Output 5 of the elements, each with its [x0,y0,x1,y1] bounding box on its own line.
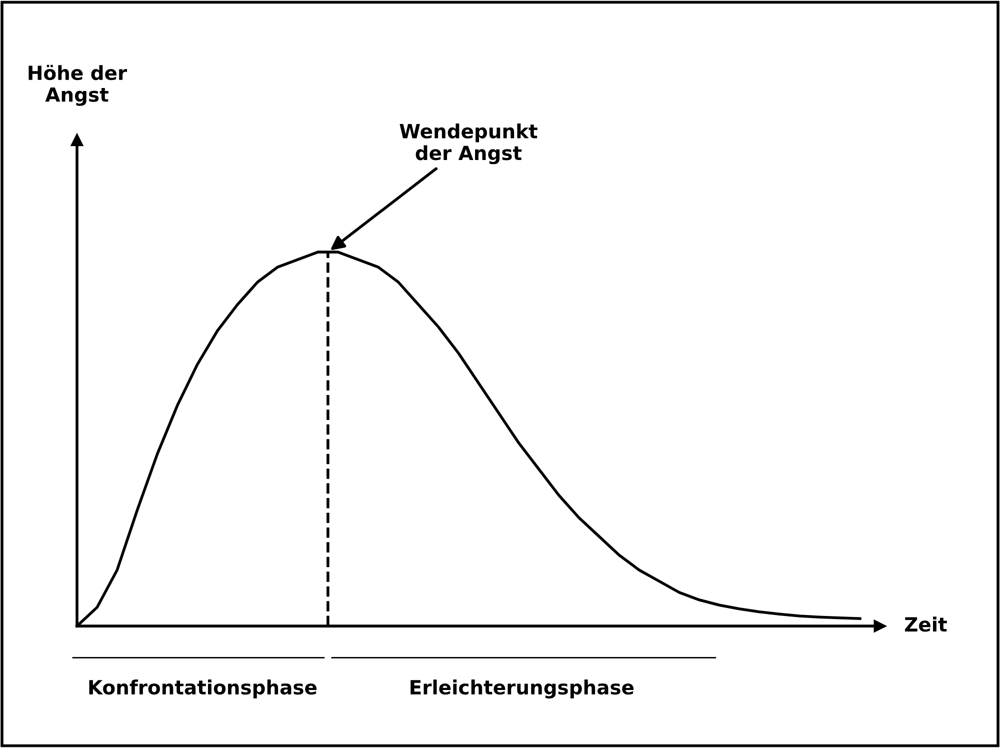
text: Höhe der Angst [28,64,128,106]
text: Erleichterungsphase [410,680,634,699]
text: Konfrontationsphase [89,680,317,698]
x-axis-title: Zeit [904,616,947,632]
text: Wendepunkt der Angst [400,123,538,164]
